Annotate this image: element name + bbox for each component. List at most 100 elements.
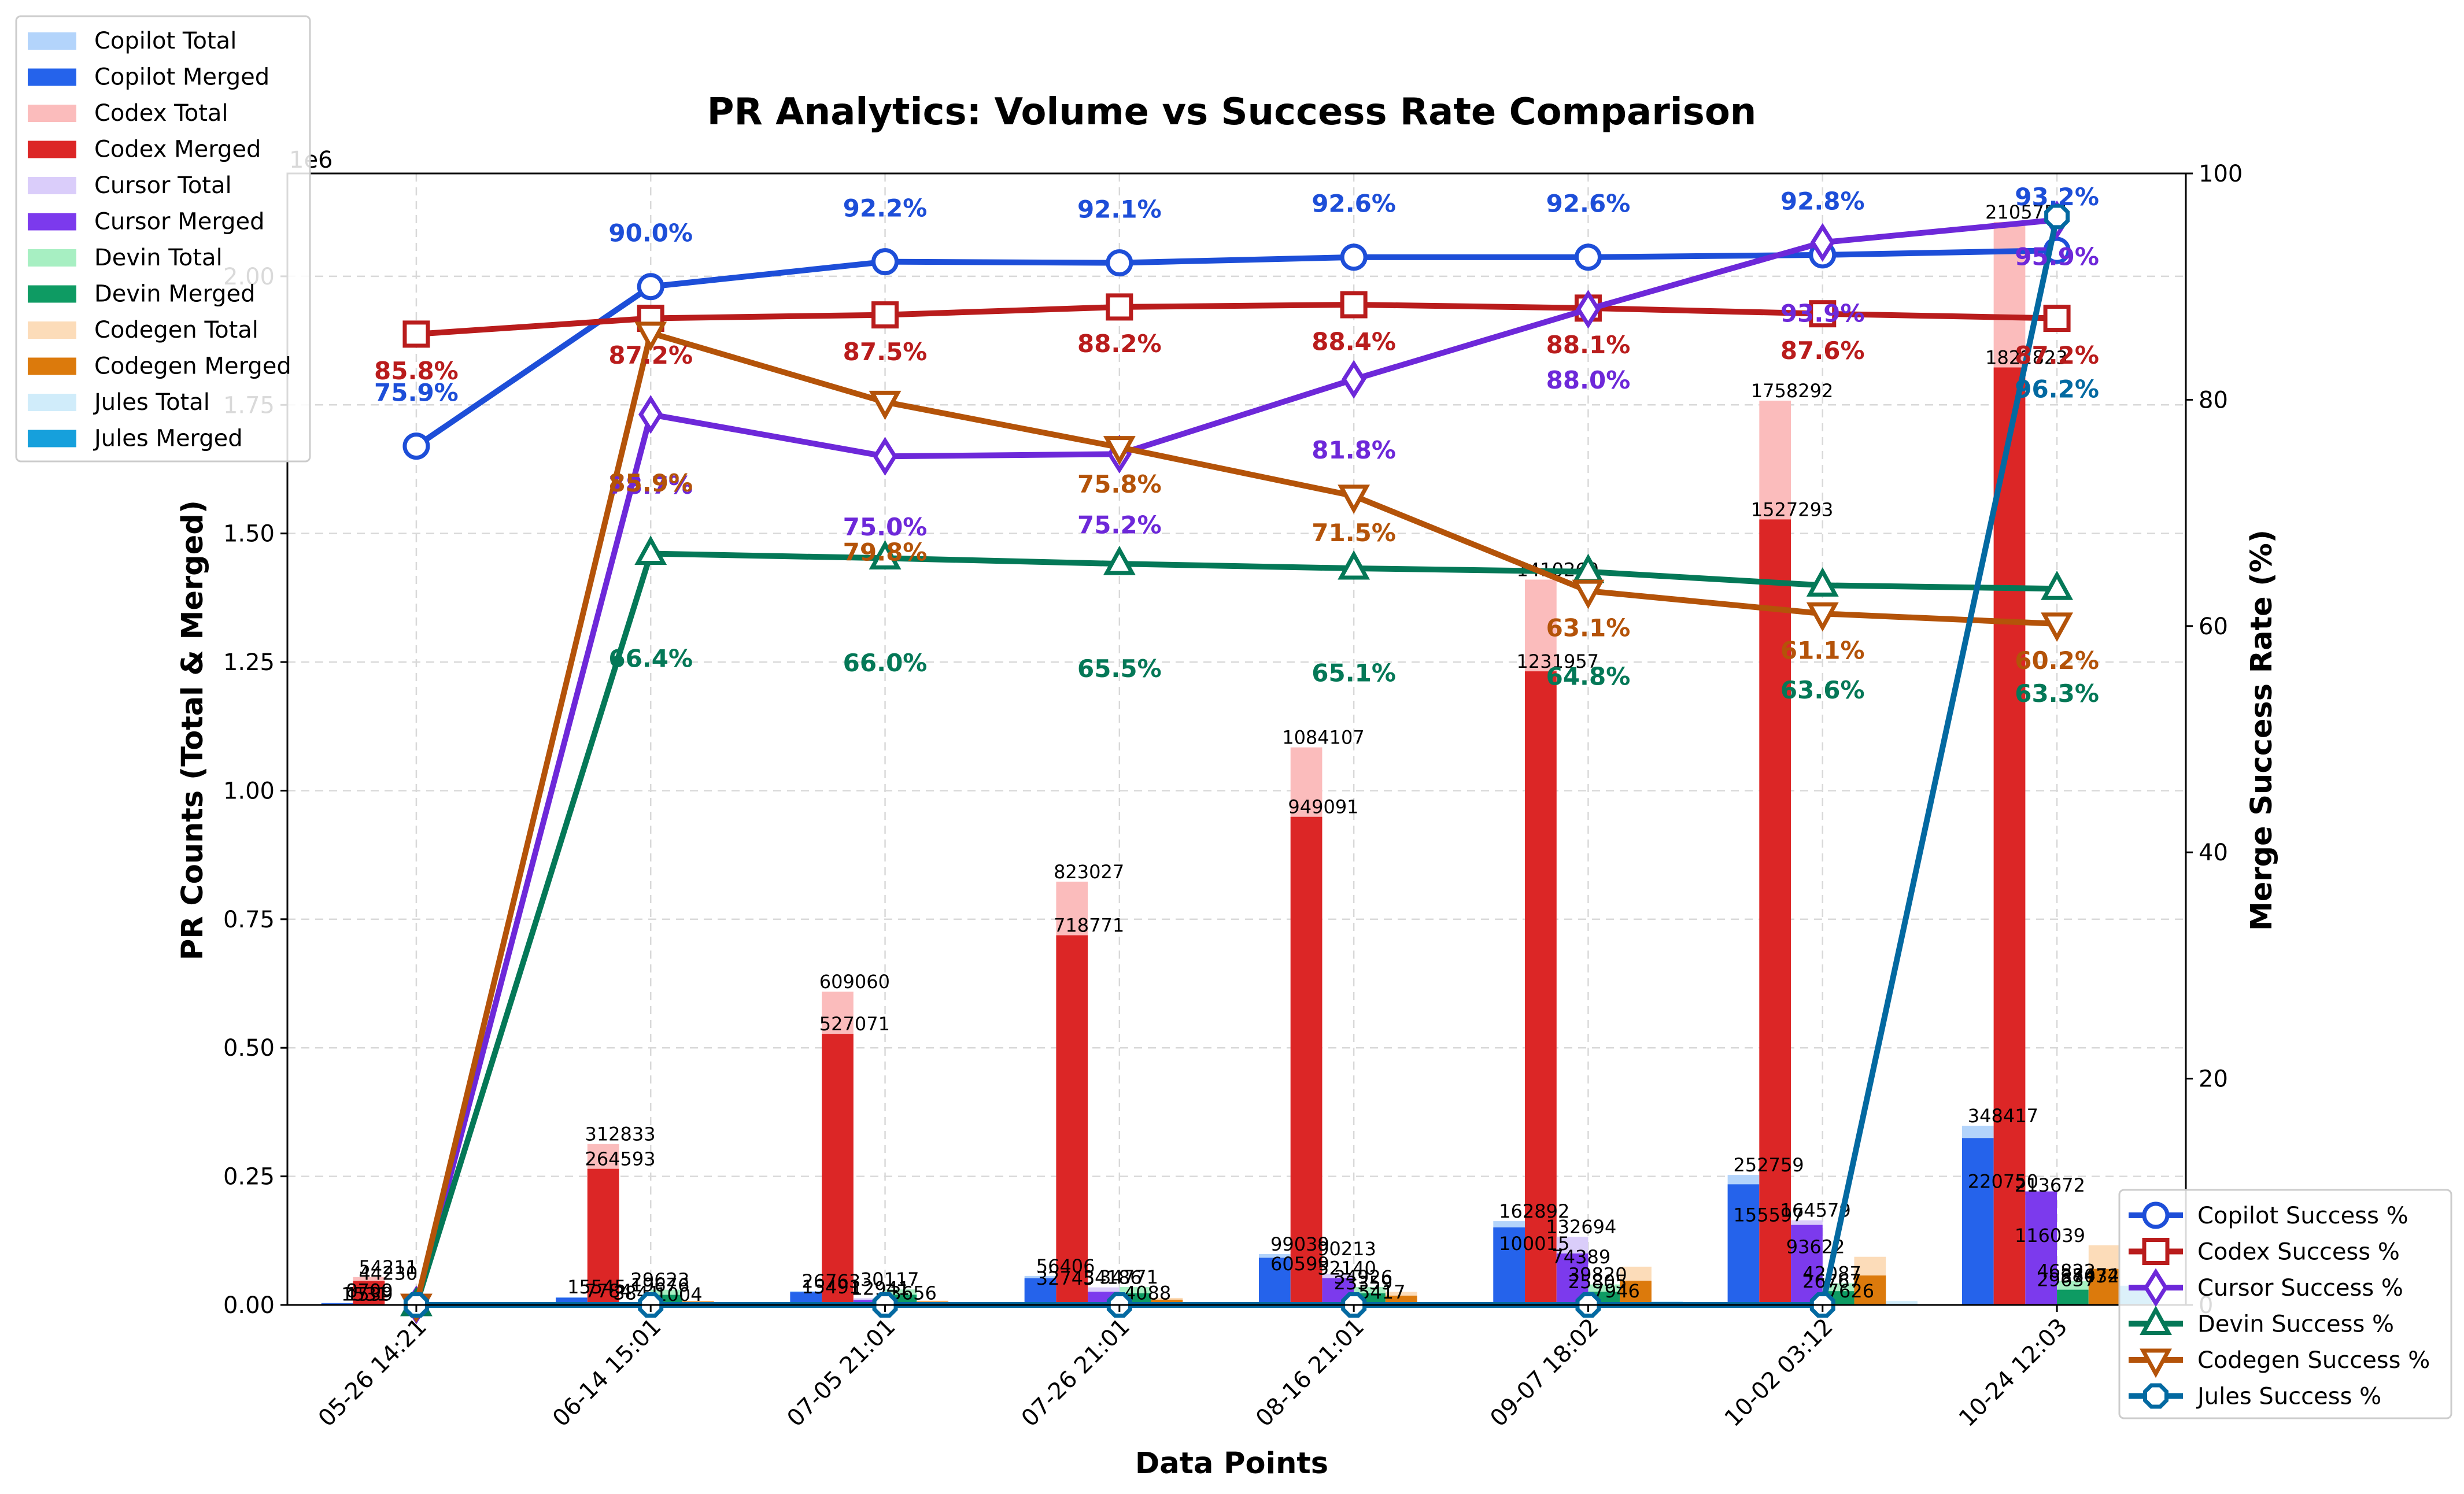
bar-codex-merged (1993, 367, 2026, 1305)
success-label-codex-success: 85.8% (374, 357, 459, 385)
bar-value-label: 609060 (819, 971, 890, 993)
legend-label-cursor-total: Cursor Total (94, 172, 232, 199)
success-label-devin-success: 65.5% (1077, 654, 1162, 683)
legend-label-jules-total: Jules Total (93, 389, 210, 416)
bar-codex-merged (1056, 935, 1088, 1305)
success-label-codegen-success: 79.8% (843, 538, 928, 566)
bar-value-label: 116039 (2015, 1225, 2085, 1247)
legend-label-copilot-merged: Copilot Merged (94, 64, 269, 91)
marker-cursor-success (1810, 223, 1835, 262)
success-label-codex-success: 88.4% (1312, 327, 1396, 356)
bar-value-label: 34186 (1083, 1267, 1142, 1289)
marker-codex-success (402, 320, 430, 348)
success-label-copilot-success: 92.8% (1780, 187, 1865, 216)
legend-swatch-cursor-merged (28, 213, 76, 231)
bar-value-label: 19676 (631, 1274, 690, 1296)
legend-label-codegen-total: Codegen Total (94, 317, 258, 343)
plot-frame (286, 172, 2187, 1306)
success-label-copilot-success: 92.6% (1312, 190, 1396, 218)
success-label-codex-success: 87.2% (2015, 341, 2099, 369)
legend-marker-codegen-success (2140, 1348, 2172, 1378)
bar-value-label: 7784 (585, 1280, 632, 1302)
marker-codegen-success (1338, 485, 1370, 515)
y2-tick-label: 60 (2199, 613, 2228, 640)
bar-codegen-merged (2088, 1269, 2121, 1305)
bar-value-label: 213672 (2015, 1174, 2085, 1196)
bar-value-label: 132694 (1546, 1216, 1616, 1238)
legend-swatch-devin-merged (28, 285, 76, 303)
y-tick-label: 1.25 (223, 649, 275, 676)
bar-value-label: 15491 (801, 1276, 860, 1298)
marker-copilot-success (1106, 249, 1133, 277)
bar-value-label: 99039 (1270, 1233, 1329, 1255)
y-tick-label: 1.50 (223, 521, 275, 548)
bar-value-label: 1231957 (1517, 650, 1599, 672)
legend-label-jules-merged: Jules Merged (93, 426, 243, 452)
legend-swatch-codex-merged (28, 140, 76, 158)
bar-value-label: 26763 (801, 1270, 860, 1292)
success-label-devin-success: 66.0% (843, 649, 928, 677)
legend-label-codegen-success: Codegen Success % (2197, 1347, 2430, 1374)
legend-swatch-copilot-merged (28, 68, 76, 86)
legend-label-copilot-total: Copilot Total (94, 28, 237, 54)
chart-title: PR Analytics: Volume vs Success Rate Com… (707, 91, 1757, 134)
bar-value-label: 1531 (341, 1284, 388, 1306)
marker-devin-success (2041, 570, 2073, 600)
success-label-codex-success: 87.2% (608, 341, 693, 369)
marker-cursor-success (638, 395, 663, 434)
legend-swatch-copilot-total (28, 32, 76, 50)
success-label-codex-success: 87.6% (1780, 336, 1865, 365)
bar-value-label: 823027 (1054, 861, 1124, 883)
bar-value-label: 90213 (1317, 1238, 1376, 1260)
bar-value-label: 60599 (1270, 1253, 1329, 1275)
success-labels: 75.9% 90.0% 92.2% 92.1% 92.6% 92.6% 92.8% 93.2%… (374, 183, 2099, 708)
y-tick-label: 0.25 (223, 1164, 275, 1190)
bar-value-label: 718771 (1054, 915, 1124, 937)
bar-value-label: 23359 (1333, 1272, 1392, 1294)
success-label-devin-success: 64.8% (1546, 663, 1631, 691)
success-label-cursor-success: 93.9% (1780, 299, 1865, 327)
legend-swatch-codex-total (28, 105, 76, 122)
success-label-codegen-success: 61.1% (1780, 637, 1865, 665)
y2-tick-label: 40 (2199, 840, 2228, 866)
bar-value-label: 74389 (1551, 1246, 1610, 1268)
line-codegen-success (413, 330, 2057, 1306)
legend-label-codex-merged: Codex Merged (94, 136, 261, 163)
legend-label-codegen-merged: Codegen Merged (94, 353, 291, 380)
marker-copilot-success (402, 432, 430, 460)
bar-value-label: 348417 (1968, 1105, 2038, 1127)
legend-marker-codex-success (2142, 1238, 2170, 1265)
bar-value-label: 29623 (631, 1269, 690, 1291)
bar-value-label: 32745 (1036, 1267, 1095, 1289)
bar-cursor-merged (1791, 1225, 1823, 1305)
bar-codex-merged (1759, 519, 1791, 1305)
bar-value-label: 8709 (346, 1279, 393, 1301)
legend-swatch-codegen-total (28, 321, 76, 339)
marker-cursor-success (1576, 290, 1601, 329)
marker-devin-success (1103, 545, 1136, 575)
legend-label-cursor-success: Cursor Success % (2197, 1275, 2403, 1301)
marker-devin-success (869, 540, 902, 570)
success-label-cursor-success: 95.9% (2015, 243, 2099, 271)
bar-codex-merged (1525, 671, 1557, 1305)
bar-jules-total (1886, 1301, 1918, 1305)
bar-value-label: 312833 (585, 1123, 655, 1145)
y2-tick-label: 100 (2199, 161, 2243, 187)
bar-value-label: 25805 (1568, 1271, 1627, 1293)
legend-label-copilot-success: Copilot Success % (2197, 1203, 2408, 1229)
bar-copilot-merged (1259, 1258, 1291, 1305)
bar-value-label: 29637 (2037, 1269, 2096, 1291)
bar-copilot-merged (1493, 1227, 1525, 1305)
marker-codex-success (2043, 304, 2071, 332)
y-tick-label: 0.75 (223, 907, 275, 933)
line-cursor-success (413, 217, 2057, 1306)
y2-tick-label: 20 (2199, 1066, 2228, 1093)
legend-swatch-codegen-merged (28, 357, 76, 375)
bar-codex-merged (1290, 816, 1322, 1305)
bar-value-label: 37032 (2060, 1265, 2119, 1287)
bar-value-label: 264593 (585, 1148, 655, 1170)
marker-codegen-success (1103, 436, 1136, 465)
y-tick-label: 1.00 (223, 778, 275, 804)
marker-cursor-success (873, 437, 897, 476)
